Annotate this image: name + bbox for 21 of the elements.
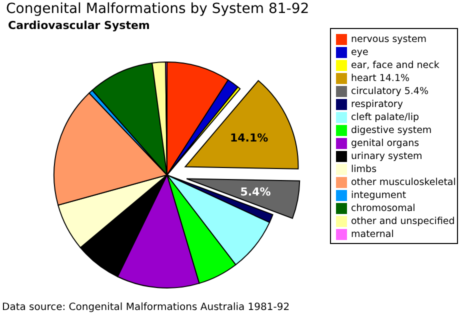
legend-label: cleft palate/lip (351, 112, 420, 123)
legend-label: ear, face and neck (351, 60, 440, 71)
source-note: Data source: Congenital Malformations Australia 1981-92 (2, 302, 290, 313)
data-label: 14.1% (230, 131, 268, 144)
data-label: 5.4% (240, 185, 271, 198)
legend-label: other musculoskeletal (351, 177, 456, 188)
chart-subtitle: Cardiovascular System (8, 19, 150, 32)
legend-label: other and unspecified (351, 216, 455, 227)
legend-label: maternal (351, 229, 394, 240)
legend-label: digestive system (351, 125, 432, 136)
legend-label: heart 14.1% (351, 73, 410, 84)
legend-label: nervous system (351, 34, 427, 45)
legend-label: limbs (351, 164, 377, 175)
legend-label: urinary system (351, 151, 422, 162)
legend-label: chromosomal (351, 203, 416, 214)
legend-label: genital organs (351, 138, 420, 149)
legend-label: eye (351, 47, 368, 58)
legend-label: circulatory 5.4% (351, 86, 428, 97)
legend-label: integument (351, 190, 406, 201)
legend-label: respiratory (351, 99, 403, 110)
chart-title: Congenital Malformations by System 81-92 (6, 1, 310, 17)
